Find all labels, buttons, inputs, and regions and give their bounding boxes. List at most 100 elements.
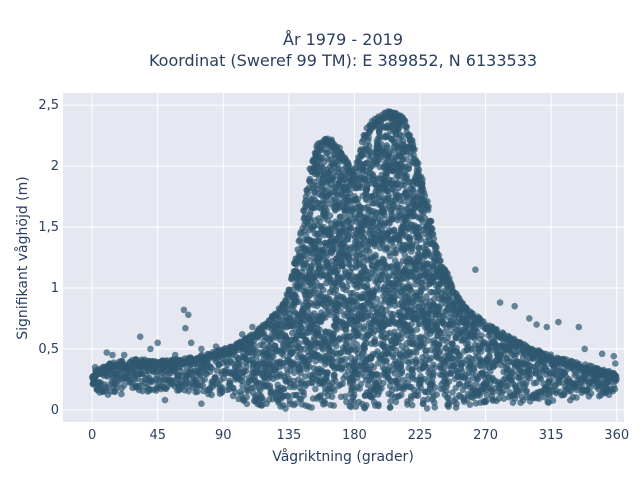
scatter-point	[346, 255, 354, 263]
scatter-point	[330, 402, 338, 409]
y-tick-label: 0	[51, 403, 59, 418]
scatter-point	[291, 381, 298, 389]
scatter-point	[279, 362, 286, 369]
scatter-point	[323, 207, 331, 214]
scatter-point	[187, 339, 195, 347]
scatter-point	[326, 212, 334, 219]
scatter-point	[331, 387, 338, 394]
scatter-point	[375, 401, 382, 408]
scatter-point	[212, 343, 220, 350]
scatter-point	[366, 248, 373, 255]
scatter-point	[611, 385, 619, 393]
x-tick-label: 0	[88, 428, 96, 443]
scatter-point	[437, 257, 444, 265]
scatter-point	[346, 189, 354, 197]
scatter-point	[296, 236, 304, 244]
scatter-point	[344, 283, 351, 290]
y-tick-label: 1,5	[38, 220, 59, 235]
scatter-point	[322, 400, 329, 407]
scatter-point	[171, 351, 179, 359]
scatter-point	[304, 189, 311, 197]
scatter-point	[549, 397, 557, 404]
scatter-point	[398, 391, 405, 399]
scatter-point	[366, 147, 374, 155]
scatter-point	[335, 301, 343, 309]
scatter-point	[397, 363, 405, 370]
scatter-point	[185, 311, 192, 319]
scatter-point	[414, 160, 422, 167]
scatter-point	[471, 361, 478, 368]
scatter-point	[120, 382, 128, 389]
scatter-point	[431, 404, 439, 411]
scatter-point	[413, 326, 421, 333]
scatter-point	[91, 363, 99, 371]
scatter-point	[612, 372, 620, 380]
scatter-point	[408, 401, 416, 409]
scatter-point	[295, 339, 303, 347]
x-axis-title: Vågriktning (grader)	[272, 448, 414, 465]
scatter-point	[342, 355, 349, 363]
scatter-point	[320, 286, 327, 294]
scatter-point	[308, 404, 315, 411]
scatter-point	[289, 349, 296, 357]
scatter-point	[297, 369, 304, 377]
x-tick-label: 90	[215, 428, 232, 443]
scatter-point	[332, 377, 339, 385]
scatter-point	[445, 378, 453, 385]
scatter-point	[218, 384, 226, 391]
scatter-point	[300, 392, 308, 399]
scatter-point	[526, 315, 533, 322]
y-tick-label: 0,5	[38, 342, 59, 357]
x-tick-label: 135	[276, 428, 301, 443]
scatter-point	[509, 369, 517, 377]
scatter-point	[339, 380, 346, 388]
y-tick-label: 2,5	[38, 98, 59, 113]
scatter-point	[598, 350, 606, 358]
scatter-point	[154, 339, 161, 347]
scatter-point	[136, 333, 144, 341]
scatter-point	[329, 358, 337, 365]
scatter-point	[232, 389, 239, 396]
scatter-point	[324, 369, 331, 376]
scatter-point	[329, 331, 337, 339]
scatter-point	[398, 369, 406, 377]
scatter-point	[348, 342, 355, 349]
scatter-point	[238, 331, 246, 338]
scatter-point	[523, 387, 530, 395]
x-tick-label: 180	[342, 428, 367, 443]
x-tick-label: 315	[539, 428, 564, 443]
scatter-point	[415, 166, 423, 174]
scatter-point	[496, 299, 504, 306]
scatter-point	[266, 382, 274, 390]
scatter-point	[386, 404, 394, 411]
scatter-point	[316, 326, 323, 333]
scatter-point	[306, 211, 314, 218]
scatter-point	[194, 388, 201, 396]
scatter-point	[363, 282, 371, 289]
scatter-point	[543, 323, 551, 331]
scatter-point	[430, 235, 438, 243]
x-tick-label: 45	[149, 428, 166, 443]
x-tick-label: 360	[604, 428, 629, 443]
scatter-point	[339, 262, 346, 270]
scatter-point	[470, 366, 478, 374]
scatter-point	[199, 382, 207, 390]
scatter-point	[280, 385, 288, 393]
scatter-point	[575, 323, 583, 331]
scatter-point	[383, 142, 391, 149]
scatter-point	[327, 228, 335, 236]
scatter-point	[218, 389, 226, 397]
scatter-point	[213, 367, 221, 374]
scatter-point	[472, 266, 479, 274]
y-tick-label: 1	[51, 281, 59, 296]
scatter-point	[363, 402, 370, 409]
scatter-point	[403, 155, 411, 163]
scatter-point	[430, 361, 437, 369]
chart-title-line1: År 1979 - 2019	[283, 30, 403, 49]
scatter-point	[440, 313, 447, 321]
scatter-point	[103, 349, 110, 356]
scatter-point	[359, 227, 367, 234]
scatter-point	[328, 393, 336, 401]
scatter-point	[292, 400, 299, 408]
